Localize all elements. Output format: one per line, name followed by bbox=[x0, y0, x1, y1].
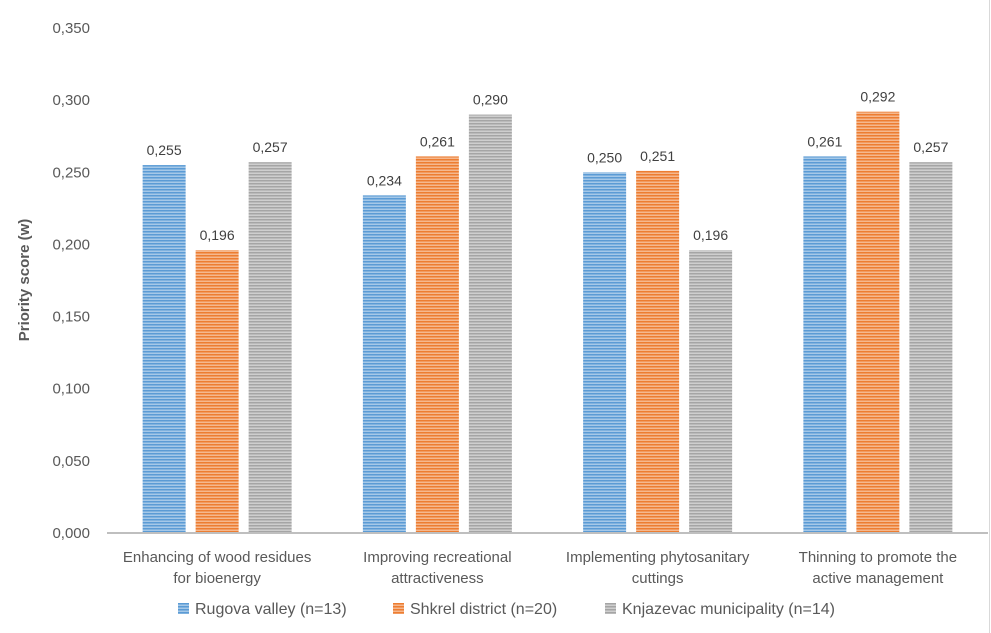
data-label: 0,261 bbox=[807, 133, 842, 149]
data-label: 0,261 bbox=[420, 133, 455, 149]
bar bbox=[689, 250, 733, 533]
y-tick-label: 0,000 bbox=[52, 525, 90, 542]
data-label: 0,292 bbox=[860, 89, 895, 105]
legend: Rugova valley (n=13) Shkrel district (n=2… bbox=[178, 601, 835, 618]
x-tick-label: Thinning to promote the bbox=[799, 549, 957, 566]
data-label: 0,255 bbox=[147, 142, 182, 158]
x-tick-label: Improving recreational bbox=[363, 549, 511, 566]
data-label: 0,250 bbox=[587, 149, 622, 165]
y-tick-label: 0,050 bbox=[52, 453, 90, 470]
bar bbox=[468, 114, 512, 534]
bar bbox=[195, 250, 239, 533]
y-tick-label: 0,350 bbox=[52, 20, 90, 37]
y-tick-label: 0,250 bbox=[52, 164, 90, 181]
data-label: 0,257 bbox=[913, 139, 948, 155]
legend-marker bbox=[393, 603, 404, 614]
x-tick-label: Implementing phytosanitary bbox=[566, 549, 750, 566]
legend-label: Shkrel district (n=20) bbox=[410, 601, 557, 618]
data-label: 0,196 bbox=[200, 227, 235, 243]
bar bbox=[856, 111, 900, 533]
y-axis-title: Priority score (w) bbox=[16, 219, 33, 342]
x-tick-label: Enhancing of wood residues bbox=[123, 549, 311, 566]
bar bbox=[362, 195, 406, 533]
data-label: 0,196 bbox=[693, 227, 728, 243]
x-tick-label: attractiveness bbox=[391, 570, 484, 587]
bar bbox=[909, 162, 953, 533]
x-tick-label: active management bbox=[812, 570, 944, 587]
y-tick-label: 0,100 bbox=[52, 381, 90, 398]
bar bbox=[248, 162, 292, 533]
y-tick-label: 0,300 bbox=[52, 92, 90, 109]
chart-border bbox=[989, 0, 990, 633]
category-labels: Enhancing of wood residues for bioenergy I… bbox=[123, 549, 957, 587]
legend-label: Knjazevac municipality (n=14) bbox=[622, 601, 835, 618]
y-tick-label: 0,200 bbox=[52, 236, 90, 253]
y-axis-ticks: 0,000 0,050 0,100 0,150 0,200 0,250 0,300 0,350 bbox=[52, 20, 90, 542]
bar bbox=[415, 156, 459, 533]
legend-label: Rugova valley (n=13) bbox=[195, 601, 347, 618]
bar bbox=[803, 156, 847, 533]
y-tick-label: 0,150 bbox=[52, 309, 90, 326]
bar bbox=[583, 172, 627, 534]
bar bbox=[636, 170, 680, 534]
bar bbox=[142, 165, 186, 534]
legend-marker bbox=[605, 603, 616, 614]
data-label: 0,251 bbox=[640, 148, 675, 164]
x-tick-label: cuttings bbox=[632, 570, 684, 587]
data-label: 0,234 bbox=[367, 172, 402, 188]
data-label: 0,290 bbox=[473, 92, 508, 108]
legend-marker bbox=[178, 603, 189, 614]
x-tick-label: for bioenergy bbox=[173, 570, 261, 587]
data-label: 0,257 bbox=[253, 139, 288, 155]
bars: 0,255 0,196 0,257 0,234 0,261 0,290 0,250 0,251… bbox=[142, 89, 953, 534]
